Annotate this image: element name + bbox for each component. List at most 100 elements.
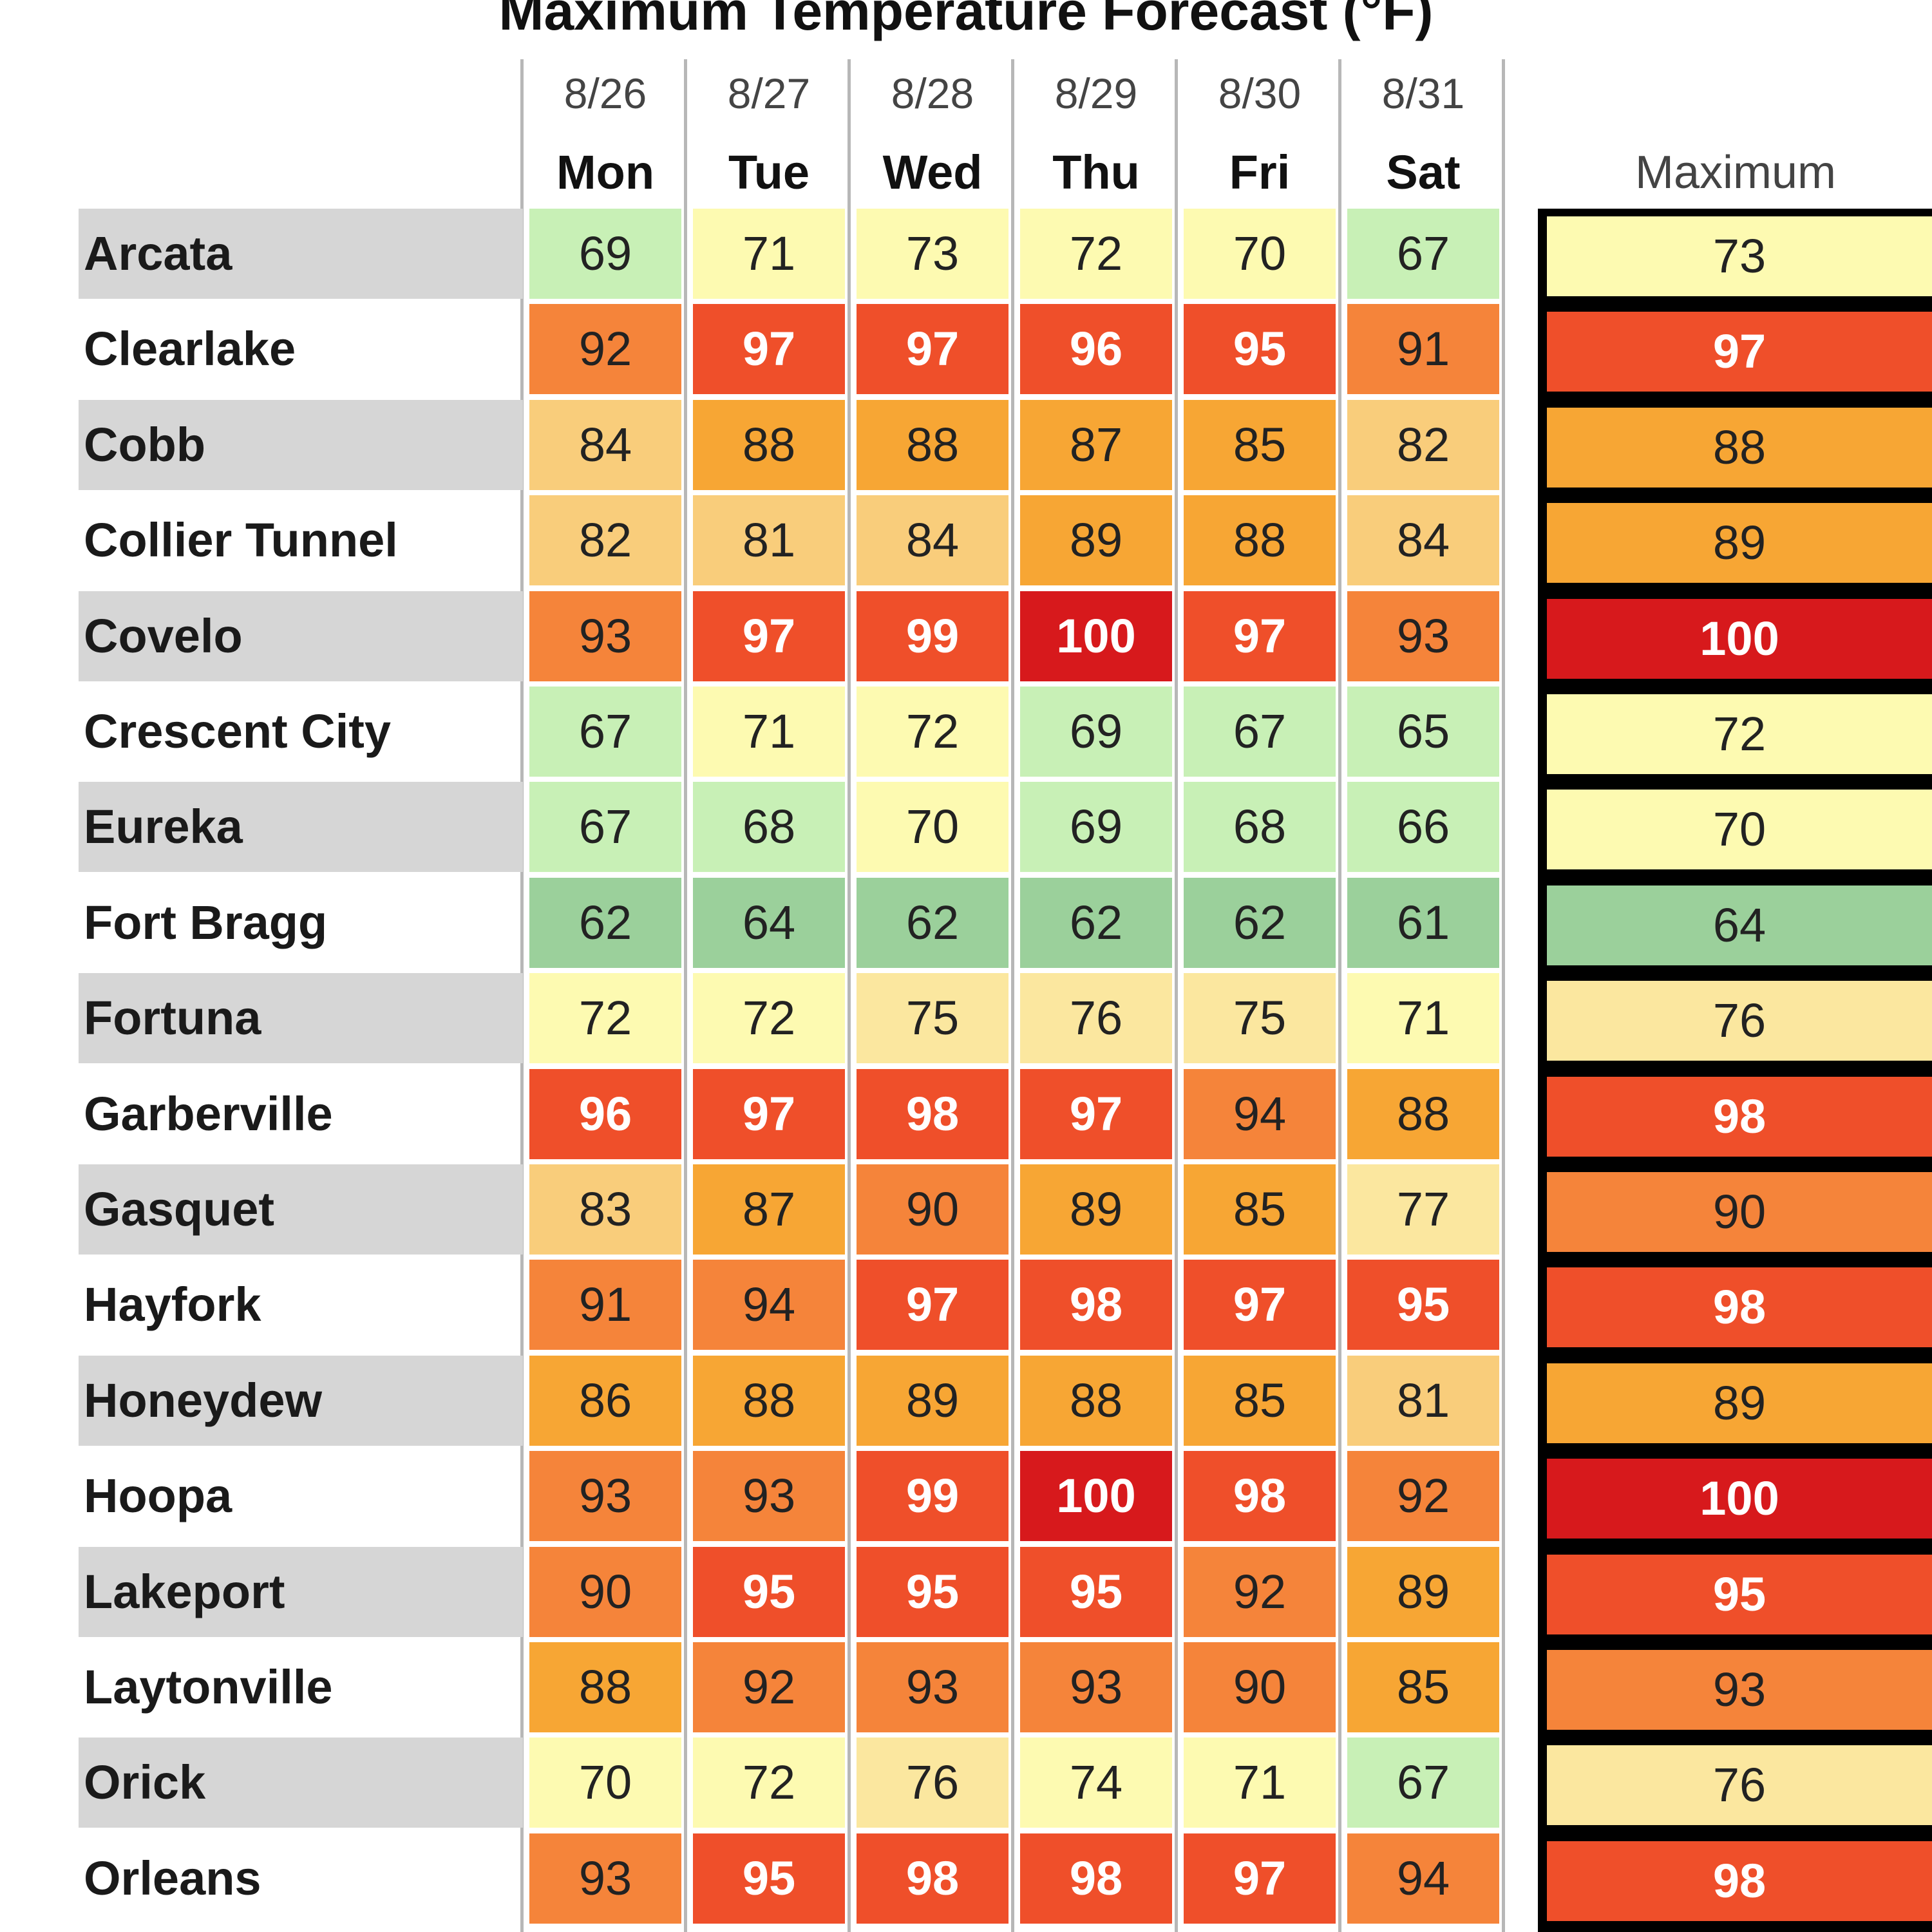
temperature-cell: 97 bbox=[1184, 1833, 1336, 1924]
temperature-cell: 95 bbox=[693, 1833, 845, 1924]
temperature-cell: 97 bbox=[1020, 1068, 1172, 1159]
maximum-cell: 98 bbox=[1547, 1267, 1932, 1348]
column-header-date: 8/30 bbox=[1218, 70, 1302, 117]
temperature-cell: 99 bbox=[857, 1451, 1009, 1542]
column-header-date: 8/31 bbox=[1381, 70, 1465, 117]
temperature-cell: 97 bbox=[857, 1260, 1009, 1350]
temperature-cell: 82 bbox=[1347, 399, 1499, 490]
temperature-cell: 89 bbox=[1020, 495, 1172, 586]
temperature-cell: 62 bbox=[529, 877, 681, 968]
temperature-cell: 100 bbox=[1020, 591, 1172, 681]
temperature-cell: 76 bbox=[1020, 973, 1172, 1064]
maximum-cell: 95 bbox=[1547, 1554, 1932, 1634]
temperature-cell: 98 bbox=[1020, 1833, 1172, 1924]
temperature-cell: 94 bbox=[1184, 1068, 1336, 1159]
temperature-cell: 71 bbox=[1184, 1738, 1336, 1828]
maximum-cell: 76 bbox=[1547, 1745, 1932, 1826]
temperature-cell: 99 bbox=[857, 591, 1009, 681]
temperature-cell: 72 bbox=[693, 973, 845, 1064]
temperature-cell: 95 bbox=[693, 1546, 845, 1637]
temperature-cell: 90 bbox=[529, 1546, 681, 1637]
temperature-cell: 92 bbox=[693, 1642, 845, 1732]
temperature-cell: 67 bbox=[529, 782, 681, 873]
temperature-cell: 95 bbox=[1347, 1260, 1499, 1350]
temperature-cell: 87 bbox=[693, 1164, 845, 1255]
maximum-cell: 89 bbox=[1547, 503, 1932, 583]
maximum-cell: 64 bbox=[1547, 885, 1932, 965]
row-label-city: Hoopa bbox=[84, 1469, 232, 1523]
row-label-city: Gasquet bbox=[79, 1164, 523, 1255]
temperature-cell: 97 bbox=[693, 1068, 845, 1159]
maximum-cell: 98 bbox=[1547, 1841, 1932, 1921]
row-label-city: Fortuna bbox=[79, 973, 523, 1064]
column-divider bbox=[1011, 59, 1014, 1932]
temperature-cell: 90 bbox=[857, 1164, 1009, 1255]
maximum-cell: 93 bbox=[1547, 1650, 1932, 1730]
column-header-day: Thu bbox=[1052, 146, 1140, 199]
temperature-cell: 67 bbox=[1347, 209, 1499, 299]
column-header-date: 8/29 bbox=[1054, 70, 1138, 117]
temperature-cell: 89 bbox=[857, 1355, 1009, 1446]
maximum-cell: 97 bbox=[1547, 312, 1932, 392]
temperature-cell: 95 bbox=[1020, 1546, 1172, 1637]
temperature-cell: 76 bbox=[857, 1738, 1009, 1828]
temperature-cell: 86 bbox=[529, 1355, 681, 1446]
temperature-cell: 88 bbox=[693, 399, 845, 490]
temperature-cell: 89 bbox=[1020, 1164, 1172, 1255]
temperature-cell: 83 bbox=[529, 1164, 681, 1255]
temperature-cell: 85 bbox=[1184, 1355, 1336, 1446]
column-header-date: 8/28 bbox=[891, 70, 974, 117]
temperature-cell: 69 bbox=[529, 209, 681, 299]
temperature-cell: 88 bbox=[1184, 495, 1336, 586]
temperature-cell: 75 bbox=[857, 973, 1009, 1064]
temperature-cell: 62 bbox=[857, 877, 1009, 968]
temperature-cell: 72 bbox=[1020, 209, 1172, 299]
temperature-cell: 98 bbox=[857, 1833, 1009, 1924]
row-label-city: Cobb bbox=[79, 399, 523, 490]
temperature-cell: 72 bbox=[529, 973, 681, 1064]
column-header-date: 8/26 bbox=[564, 70, 647, 117]
temperature-cell: 91 bbox=[1347, 304, 1499, 395]
temperature-cell: 84 bbox=[857, 495, 1009, 586]
temperature-cell: 72 bbox=[693, 1738, 845, 1828]
temperature-cell: 85 bbox=[1184, 1164, 1336, 1255]
column-header-day: Mon bbox=[556, 146, 655, 199]
temperature-cell: 74 bbox=[1020, 1738, 1172, 1828]
temperature-cell: 71 bbox=[1347, 973, 1499, 1064]
temperature-cell: 82 bbox=[529, 495, 681, 586]
temperature-cell: 71 bbox=[693, 209, 845, 299]
temperature-cell: 93 bbox=[529, 591, 681, 681]
temperature-cell: 93 bbox=[529, 1451, 681, 1542]
row-label-city: Collier Tunnel bbox=[84, 513, 398, 567]
row-label-city: Covelo bbox=[79, 591, 523, 681]
temperature-cell: 95 bbox=[857, 1546, 1009, 1637]
maximum-cell: 70 bbox=[1547, 790, 1932, 870]
temperature-cell: 94 bbox=[1347, 1833, 1499, 1924]
temperature-cell: 69 bbox=[1020, 687, 1172, 777]
column-header-date: 8/27 bbox=[727, 70, 811, 117]
temperature-cell: 93 bbox=[1347, 591, 1499, 681]
temperature-cell: 91 bbox=[529, 1260, 681, 1350]
temperature-cell: 77 bbox=[1347, 1164, 1499, 1255]
temperature-cell: 93 bbox=[529, 1833, 681, 1924]
temperature-cell: 70 bbox=[857, 782, 1009, 873]
temperature-cell: 69 bbox=[1020, 782, 1172, 873]
row-label-city: Crescent City bbox=[84, 705, 392, 758]
row-label-city: Eureka bbox=[79, 782, 523, 873]
row-label-city: Orick bbox=[79, 1738, 523, 1828]
temperature-cell: 88 bbox=[857, 399, 1009, 490]
temperature-cell: 68 bbox=[693, 782, 845, 873]
temperature-cell: 98 bbox=[857, 1068, 1009, 1159]
row-label-city: Arcata bbox=[79, 209, 523, 299]
temperature-cell: 70 bbox=[1184, 209, 1336, 299]
row-label-city: Orleans bbox=[84, 1851, 261, 1905]
row-label-city: Honeydew bbox=[79, 1355, 523, 1446]
temperature-cell: 81 bbox=[1347, 1355, 1499, 1446]
temperature-cell: 88 bbox=[1347, 1068, 1499, 1159]
temperature-cell: 98 bbox=[1020, 1260, 1172, 1350]
temperature-cell: 88 bbox=[529, 1642, 681, 1732]
temperature-cell: 97 bbox=[1184, 591, 1336, 681]
column-divider bbox=[1175, 59, 1178, 1932]
column-divider bbox=[1338, 59, 1341, 1932]
